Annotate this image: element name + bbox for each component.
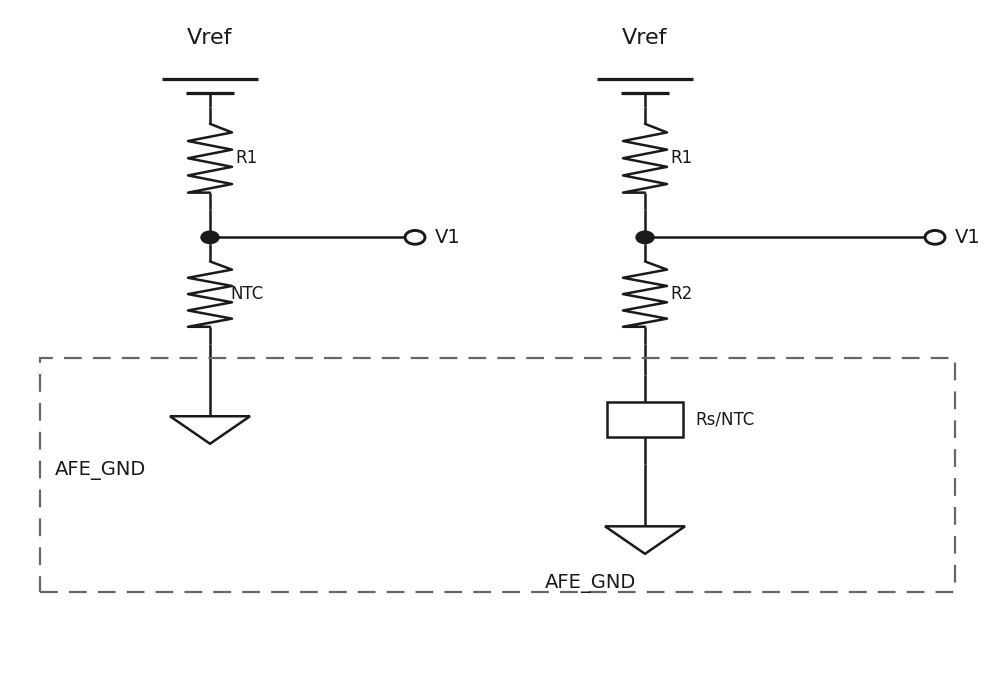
Circle shape [636,231,654,244]
Text: Vref: Vref [187,28,233,48]
Text: R1: R1 [670,149,692,167]
Bar [40,358,955,592]
Text: Vref: Vref [622,28,668,48]
Circle shape [201,231,219,244]
Text: V1: V1 [435,228,461,247]
Bar [607,402,683,437]
Text: AFE_GND: AFE_GND [55,461,146,480]
Text: R1: R1 [235,149,257,167]
Text: NTC: NTC [230,285,263,303]
Text: R2: R2 [670,285,692,303]
Text: AFE_GND: AFE_GND [545,574,636,594]
Text: V1: V1 [955,228,981,247]
Text: Rs/NTC: Rs/NTC [695,411,754,429]
